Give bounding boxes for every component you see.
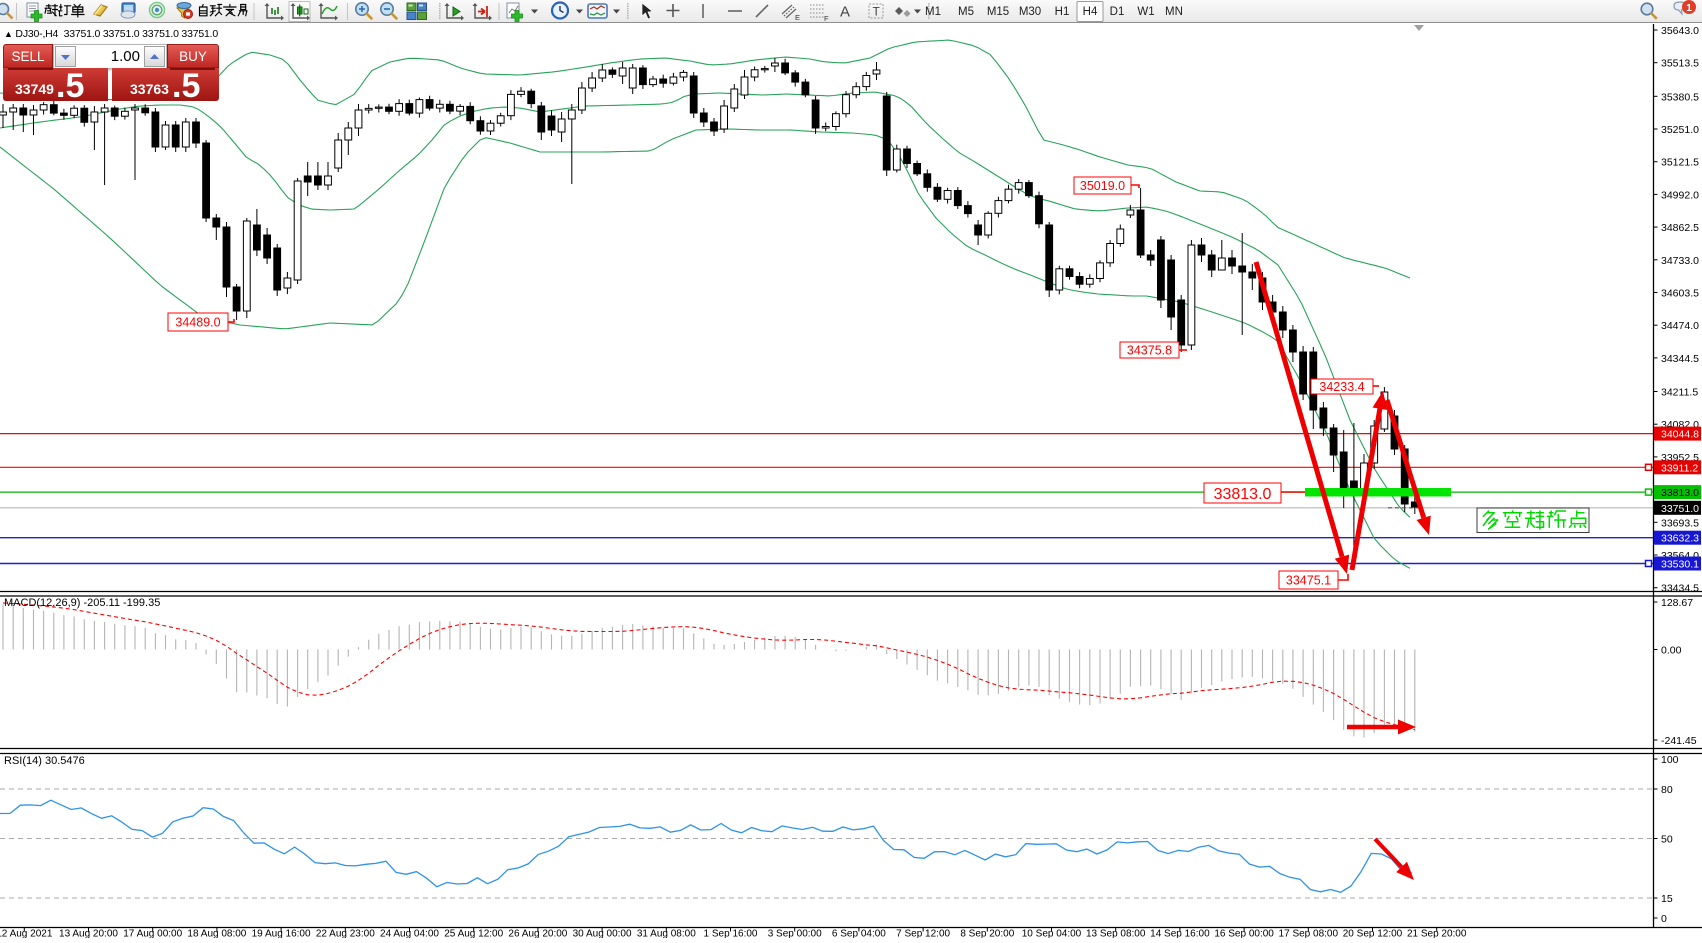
svg-text:13 Aug 20:00: 13 Aug 20:00 (59, 929, 118, 939)
svg-text:34233.4: 34233.4 (1319, 380, 1364, 394)
svg-text:0.00: 0.00 (1661, 645, 1682, 657)
svg-text:1 Sep 16:00: 1 Sep 16:00 (704, 929, 758, 939)
svg-text:8 Sep 20:00: 8 Sep 20:00 (960, 929, 1014, 939)
svg-text:12 Aug 2021: 12 Aug 2021 (0, 929, 53, 939)
svg-text:33813.0: 33813.0 (1214, 486, 1272, 503)
svg-text:26 Aug 20:00: 26 Aug 20:00 (508, 929, 567, 939)
svg-text:80: 80 (1661, 784, 1673, 796)
svg-text:34474.0: 34474.0 (1661, 320, 1699, 332)
svg-text:1: 1 (1686, 2, 1692, 14)
svg-text:17 Sep 08:00: 17 Sep 08:00 (1279, 929, 1339, 939)
svg-text:34733.0: 34733.0 (1661, 255, 1699, 267)
svg-text:M5: M5 (958, 6, 974, 18)
svg-text:-241.45: -241.45 (1661, 735, 1697, 747)
svg-text:MACD(12,26,9) -205.11 -199.35: MACD(12,26,9) -205.11 -199.35 (4, 597, 160, 609)
svg-text:30 Aug 00:00: 30 Aug 00:00 (573, 929, 632, 939)
svg-text:33813.0: 33813.0 (1661, 487, 1699, 499)
svg-text:E: E (795, 13, 800, 22)
svg-text:35019.0: 35019.0 (1080, 179, 1125, 193)
svg-text:21 Sep 20:00: 21 Sep 20:00 (1407, 929, 1467, 939)
svg-text:13 Sep 08:00: 13 Sep 08:00 (1086, 929, 1146, 939)
svg-text:T: T (873, 5, 881, 19)
svg-text:34344.5: 34344.5 (1661, 353, 1699, 365)
svg-text:MN: MN (1165, 6, 1183, 18)
svg-text:34489.0: 34489.0 (175, 316, 220, 330)
svg-text:15: 15 (1661, 893, 1673, 905)
svg-text:18 Aug 08:00: 18 Aug 08:00 (187, 929, 246, 939)
svg-text:20 Sep 12:00: 20 Sep 12:00 (1343, 929, 1403, 939)
svg-text:34044.8: 34044.8 (1661, 429, 1699, 441)
svg-text:33475.1: 33475.1 (1286, 574, 1331, 588)
svg-text:35251.0: 35251.0 (1661, 124, 1699, 136)
svg-text:6 Sep 04:00: 6 Sep 04:00 (832, 929, 886, 939)
svg-text:16 Sep 00:00: 16 Sep 00:00 (1214, 929, 1274, 939)
svg-text:W1: W1 (1137, 6, 1154, 18)
svg-text:M1: M1 (925, 6, 941, 18)
svg-text:33751.0: 33751.0 (1661, 503, 1699, 515)
svg-text:33693.5: 33693.5 (1661, 517, 1699, 529)
svg-text:50: 50 (1661, 834, 1673, 846)
svg-text:33632.3: 33632.3 (1661, 533, 1699, 545)
svg-text:19 Aug 16:00: 19 Aug 16:00 (252, 929, 311, 939)
svg-text:M30: M30 (1019, 6, 1041, 18)
svg-text:34603.5: 34603.5 (1661, 288, 1699, 300)
svg-text:128.67: 128.67 (1661, 597, 1693, 609)
svg-text:34375.8: 34375.8 (1127, 344, 1172, 358)
svg-text:22 Aug 23:00: 22 Aug 23:00 (316, 929, 375, 939)
svg-text:H4: H4 (1083, 6, 1098, 18)
svg-text:33434.5: 33434.5 (1661, 583, 1699, 595)
svg-text:24 Aug 04:00: 24 Aug 04:00 (380, 929, 439, 939)
svg-text:A: A (840, 4, 850, 21)
svg-text:33530.1: 33530.1 (1661, 559, 1699, 571)
svg-text:35643.0: 35643.0 (1661, 25, 1699, 37)
svg-text:RSI(14) 30.5476: RSI(14) 30.5476 (4, 755, 85, 767)
svg-text:34211.5: 34211.5 (1661, 387, 1698, 399)
svg-text:100: 100 (1661, 754, 1679, 766)
svg-text:7 Sep 12:00: 7 Sep 12:00 (896, 929, 950, 939)
svg-text:3 Sep 00:00: 3 Sep 00:00 (768, 929, 822, 939)
svg-text:35121.5: 35121.5 (1661, 157, 1699, 169)
svg-text:17 Aug 00:00: 17 Aug 00:00 (123, 929, 182, 939)
svg-text:D1: D1 (1110, 6, 1125, 18)
svg-text:H1: H1 (1055, 6, 1070, 18)
svg-text:31 Aug 08:00: 31 Aug 08:00 (637, 929, 696, 939)
svg-text:34992.0: 34992.0 (1661, 189, 1699, 201)
svg-text:35513.5: 35513.5 (1661, 58, 1699, 70)
svg-text:34862.5: 34862.5 (1661, 222, 1699, 234)
svg-text:10 Sep 04:00: 10 Sep 04:00 (1022, 929, 1082, 939)
svg-text:35380.5: 35380.5 (1661, 91, 1699, 103)
svg-text:25 Aug 12:00: 25 Aug 12:00 (444, 929, 503, 939)
svg-text:F: F (824, 14, 829, 23)
svg-text:M15: M15 (987, 6, 1009, 18)
svg-text:33911.2: 33911.2 (1661, 462, 1698, 474)
svg-text:14 Sep 16:00: 14 Sep 16:00 (1150, 929, 1210, 939)
svg-text:0: 0 (1661, 913, 1667, 925)
